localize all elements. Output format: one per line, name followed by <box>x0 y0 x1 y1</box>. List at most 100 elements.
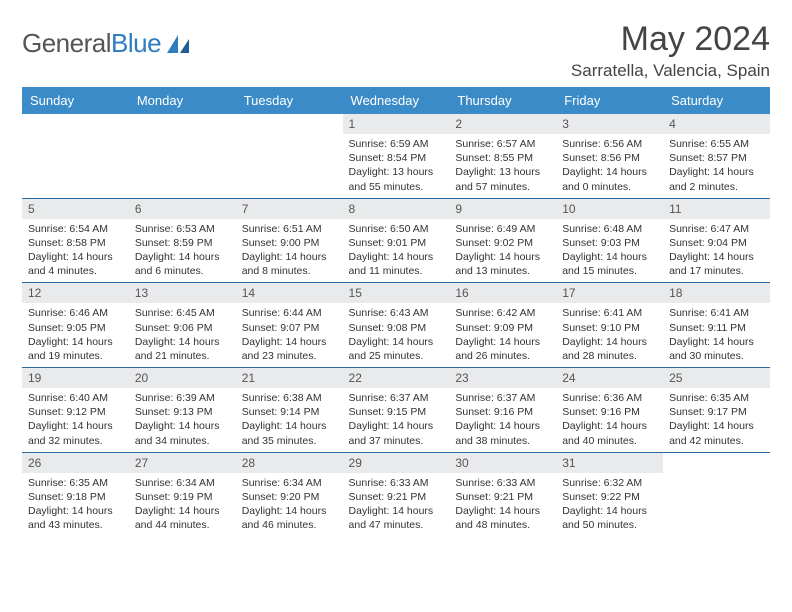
day-info: Sunrise: 6:39 AMSunset: 9:13 PMDaylight:… <box>129 388 236 452</box>
daylight-text: Daylight: 14 hours and 0 minutes. <box>562 165 657 193</box>
day-number: 13 <box>129 283 236 303</box>
day-number <box>663 453 770 459</box>
day-info: Sunrise: 6:51 AMSunset: 9:00 PMDaylight:… <box>236 219 343 283</box>
daylight-text: Daylight: 14 hours and 13 minutes. <box>455 250 550 278</box>
day-number: 30 <box>449 453 556 473</box>
day-info: Sunrise: 6:34 AMSunset: 9:20 PMDaylight:… <box>236 473 343 537</box>
day-number: 20 <box>129 368 236 388</box>
day-info: Sunrise: 6:35 AMSunset: 9:17 PMDaylight:… <box>663 388 770 452</box>
weekday-header: Friday <box>556 87 663 114</box>
sunset-text: Sunset: 8:58 PM <box>28 236 123 250</box>
calendar-week-row: 5Sunrise: 6:54 AMSunset: 8:58 PMDaylight… <box>22 198 770 283</box>
day-number <box>22 114 129 120</box>
sunrise-text: Sunrise: 6:37 AM <box>349 391 444 405</box>
daylight-text: Daylight: 14 hours and 40 minutes. <box>562 419 657 447</box>
day-info: Sunrise: 6:44 AMSunset: 9:07 PMDaylight:… <box>236 303 343 367</box>
calendar-day-cell: 19Sunrise: 6:40 AMSunset: 9:12 PMDayligh… <box>22 368 129 453</box>
sunrise-text: Sunrise: 6:43 AM <box>349 306 444 320</box>
day-number: 24 <box>556 368 663 388</box>
sunset-text: Sunset: 9:15 PM <box>349 405 444 419</box>
calendar-day-cell: 13Sunrise: 6:45 AMSunset: 9:06 PMDayligh… <box>129 283 236 368</box>
sunrise-text: Sunrise: 6:49 AM <box>455 222 550 236</box>
sunrise-text: Sunrise: 6:55 AM <box>669 137 764 151</box>
calendar-day-cell: 10Sunrise: 6:48 AMSunset: 9:03 PMDayligh… <box>556 198 663 283</box>
calendar-day-cell <box>663 452 770 536</box>
sunrise-text: Sunrise: 6:40 AM <box>28 391 123 405</box>
daylight-text: Daylight: 14 hours and 37 minutes. <box>349 419 444 447</box>
sunset-text: Sunset: 8:54 PM <box>349 151 444 165</box>
sunset-text: Sunset: 9:20 PM <box>242 490 337 504</box>
sunset-text: Sunset: 9:03 PM <box>562 236 657 250</box>
sunrise-text: Sunrise: 6:57 AM <box>455 137 550 151</box>
sunrise-text: Sunrise: 6:44 AM <box>242 306 337 320</box>
calendar-day-cell: 14Sunrise: 6:44 AMSunset: 9:07 PMDayligh… <box>236 283 343 368</box>
day-info: Sunrise: 6:53 AMSunset: 8:59 PMDaylight:… <box>129 219 236 283</box>
sunrise-text: Sunrise: 6:39 AM <box>135 391 230 405</box>
day-info: Sunrise: 6:57 AMSunset: 8:55 PMDaylight:… <box>449 134 556 198</box>
sunset-text: Sunset: 9:09 PM <box>455 321 550 335</box>
sunset-text: Sunset: 8:56 PM <box>562 151 657 165</box>
calendar-day-cell: 17Sunrise: 6:41 AMSunset: 9:10 PMDayligh… <box>556 283 663 368</box>
day-info: Sunrise: 6:41 AMSunset: 9:10 PMDaylight:… <box>556 303 663 367</box>
day-info: Sunrise: 6:35 AMSunset: 9:18 PMDaylight:… <box>22 473 129 537</box>
day-info: Sunrise: 6:43 AMSunset: 9:08 PMDaylight:… <box>343 303 450 367</box>
sunset-text: Sunset: 9:12 PM <box>28 405 123 419</box>
weekday-header: Sunday <box>22 87 129 114</box>
calendar-day-cell: 22 Sunrise: 6:37 AMSunset: 9:15 PMDayligh… <box>343 368 450 453</box>
calendar-day-cell: 12Sunrise: 6:46 AMSunset: 9:05 PMDayligh… <box>22 283 129 368</box>
daylight-text: Daylight: 13 hours and 57 minutes. <box>455 165 550 193</box>
day-info: Sunrise: 6:56 AMSunset: 8:56 PMDaylight:… <box>556 134 663 198</box>
calendar-day-cell: 24Sunrise: 6:36 AMSunset: 9:16 PMDayligh… <box>556 368 663 453</box>
day-info: Sunrise: 6:54 AMSunset: 8:58 PMDaylight:… <box>22 219 129 283</box>
calendar-day-cell: 21Sunrise: 6:38 AMSunset: 9:14 PMDayligh… <box>236 368 343 453</box>
daylight-text: Daylight: 14 hours and 38 minutes. <box>455 419 550 447</box>
day-number: 5 <box>22 199 129 219</box>
day-info: Sunrise: 6:42 AMSunset: 9:09 PMDaylight:… <box>449 303 556 367</box>
calendar-week-row: 1Sunrise: 6:59 AMSunset: 8:54 PMDaylight… <box>22 114 770 198</box>
sunrise-text: Sunrise: 6:35 AM <box>28 476 123 490</box>
day-number: 14 <box>236 283 343 303</box>
day-info: Sunrise: 6:55 AMSunset: 8:57 PMDaylight:… <box>663 134 770 198</box>
daylight-text: Daylight: 14 hours and 43 minutes. <box>28 504 123 532</box>
calendar-day-cell <box>22 114 129 198</box>
day-number: 1 <box>343 114 450 134</box>
daylight-text: Daylight: 14 hours and 44 minutes. <box>135 504 230 532</box>
day-info: Sunrise: 6:59 AMSunset: 8:54 PMDaylight:… <box>343 134 450 198</box>
calendar-day-cell: 11Sunrise: 6:47 AMSunset: 9:04 PMDayligh… <box>663 198 770 283</box>
calendar-day-cell: 6Sunrise: 6:53 AMSunset: 8:59 PMDaylight… <box>129 198 236 283</box>
sunrise-text: Sunrise: 6:34 AM <box>135 476 230 490</box>
sunrise-text: Sunrise: 6:51 AM <box>242 222 337 236</box>
daylight-text: Daylight: 14 hours and 11 minutes. <box>349 250 444 278</box>
sunset-text: Sunset: 9:07 PM <box>242 321 337 335</box>
daylight-text: Daylight: 14 hours and 32 minutes. <box>28 419 123 447</box>
brand-logo: GeneralBlue <box>22 20 189 59</box>
calendar-day-cell: 9Sunrise: 6:49 AMSunset: 9:02 PMDaylight… <box>449 198 556 283</box>
calendar-day-cell: 29Sunrise: 6:33 AMSunset: 9:21 PMDayligh… <box>343 452 450 536</box>
day-number: 8 <box>343 199 450 219</box>
day-number: 25 <box>663 368 770 388</box>
sunrise-text: Sunrise: 6:41 AM <box>562 306 657 320</box>
calendar-day-cell: 15Sunrise: 6:43 AMSunset: 9:08 PMDayligh… <box>343 283 450 368</box>
day-number: 23 <box>449 368 556 388</box>
daylight-text: Daylight: 13 hours and 55 minutes. <box>349 165 444 193</box>
sunset-text: Sunset: 9:11 PM <box>669 321 764 335</box>
sunset-text: Sunset: 8:55 PM <box>455 151 550 165</box>
calendar-day-cell: 31Sunrise: 6:32 AMSunset: 9:22 PMDayligh… <box>556 452 663 536</box>
sunrise-text: Sunrise: 6:33 AM <box>455 476 550 490</box>
calendar-week-row: 19Sunrise: 6:40 AMSunset: 9:12 PMDayligh… <box>22 368 770 453</box>
calendar-week-row: 26Sunrise: 6:35 AMSunset: 9:18 PMDayligh… <box>22 452 770 536</box>
sunset-text: Sunset: 9:22 PM <box>562 490 657 504</box>
daylight-text: Daylight: 14 hours and 47 minutes. <box>349 504 444 532</box>
calendar-day-cell: 2Sunrise: 6:57 AMSunset: 8:55 PMDaylight… <box>449 114 556 198</box>
day-info: Sunrise: 6:36 AMSunset: 9:16 PMDaylight:… <box>556 388 663 452</box>
calendar-day-cell: 28Sunrise: 6:34 AMSunset: 9:20 PMDayligh… <box>236 452 343 536</box>
day-number: 22 <box>343 368 450 388</box>
daylight-text: Daylight: 14 hours and 46 minutes. <box>242 504 337 532</box>
day-info: Sunrise: 6:37 AMSunset: 9:16 PMDaylight:… <box>449 388 556 452</box>
daylight-text: Daylight: 14 hours and 50 minutes. <box>562 504 657 532</box>
sunset-text: Sunset: 9:02 PM <box>455 236 550 250</box>
sunset-text: Sunset: 9:05 PM <box>28 321 123 335</box>
calendar-day-cell: 4Sunrise: 6:55 AMSunset: 8:57 PMDaylight… <box>663 114 770 198</box>
sunset-text: Sunset: 9:14 PM <box>242 405 337 419</box>
sunset-text: Sunset: 8:59 PM <box>135 236 230 250</box>
